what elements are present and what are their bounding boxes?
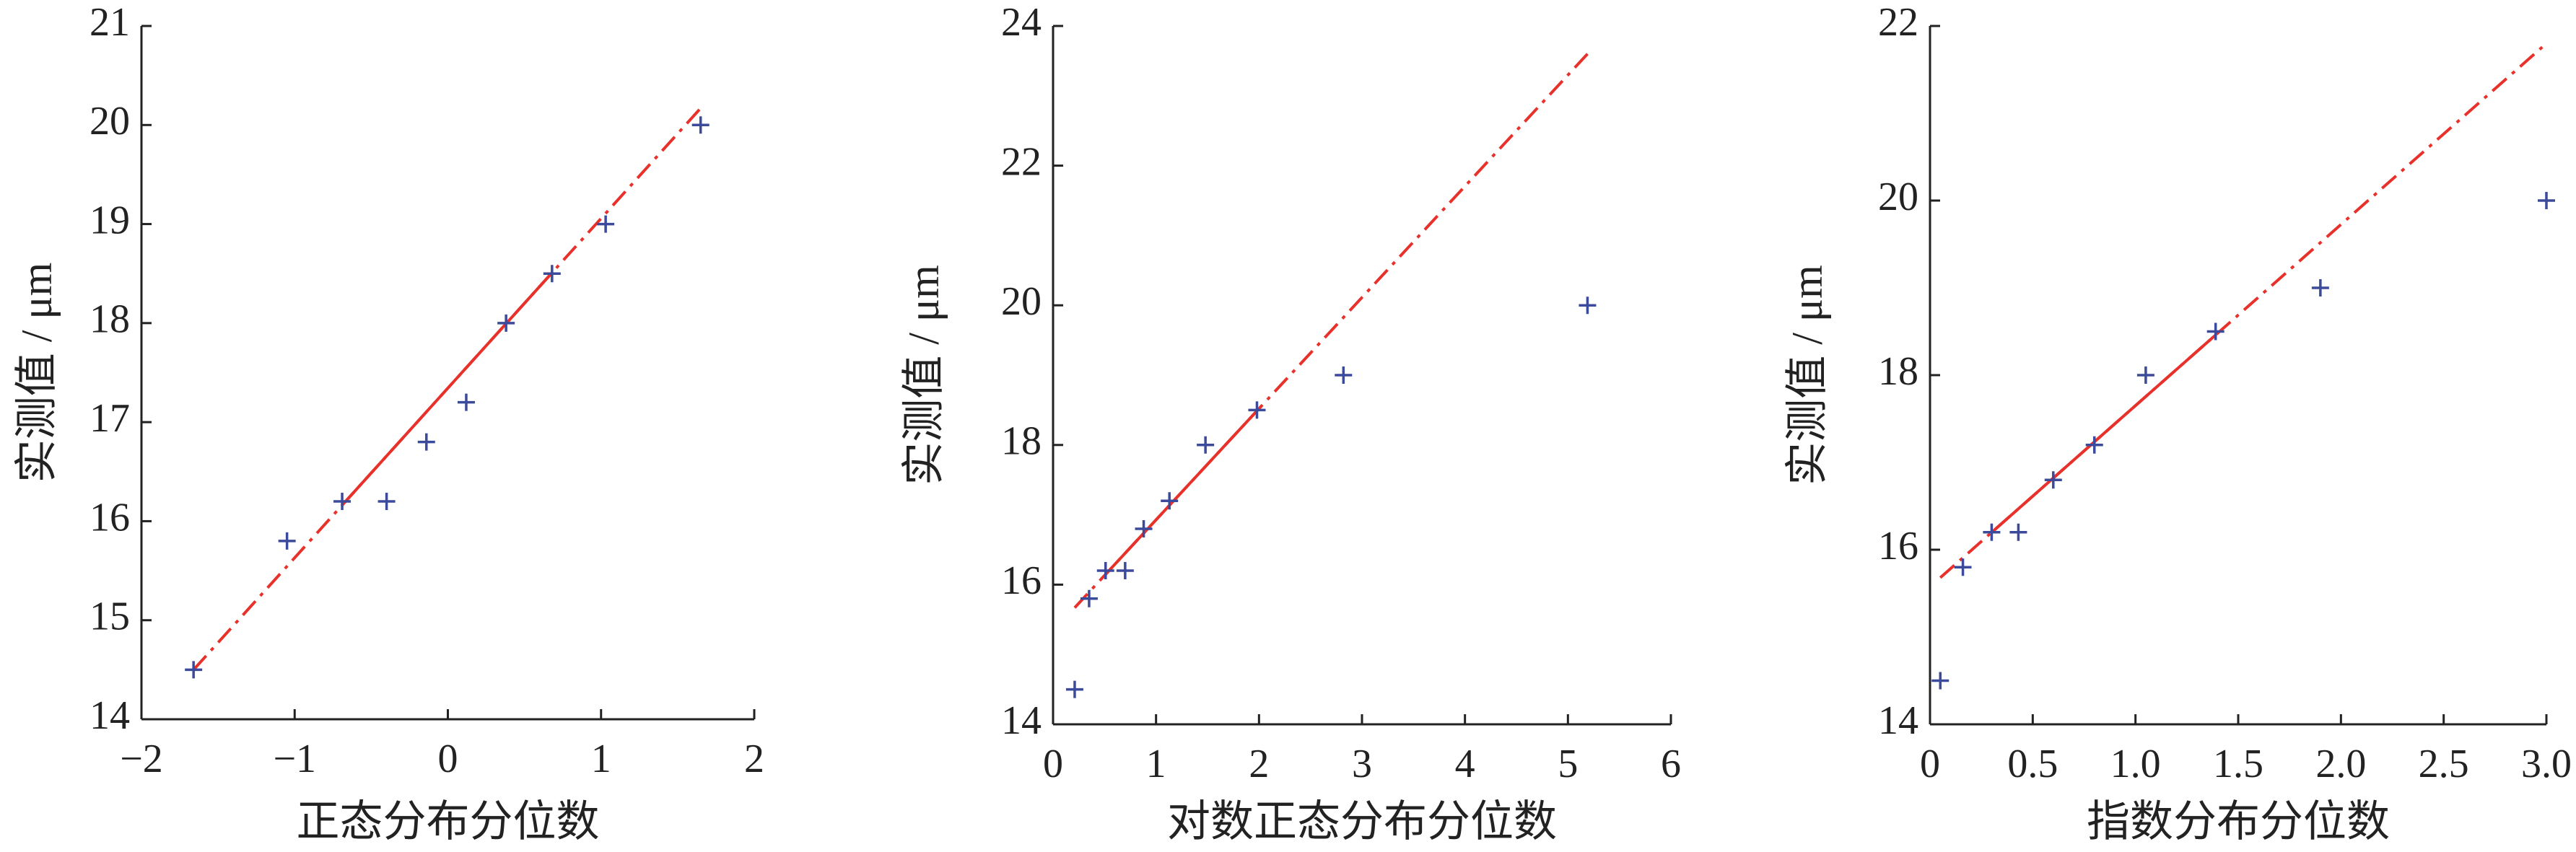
point	[278, 532, 296, 550]
y-tick-label: 14	[89, 693, 130, 738]
point	[543, 265, 561, 283]
point	[1931, 672, 1950, 690]
point	[1197, 436, 1215, 454]
point	[2009, 523, 2027, 541]
y-tick-label: 20	[1001, 279, 1042, 324]
y-tick-label: 19	[89, 198, 130, 242]
point	[1116, 562, 1134, 580]
point	[1161, 492, 1179, 510]
point	[1248, 401, 1266, 419]
point	[1065, 680, 1083, 698]
point	[1096, 562, 1114, 580]
point	[2044, 471, 2062, 489]
y-tick-label: 20	[1878, 175, 1918, 219]
x-tick-label: 0	[1920, 742, 1940, 786]
point	[333, 492, 352, 510]
x-tick-label: 1	[591, 737, 611, 781]
point	[377, 492, 396, 510]
y-tick-label: 18	[89, 297, 130, 342]
fit-solid	[341, 271, 554, 506]
y-axis-label: 实测值 / μm	[13, 263, 61, 483]
y-tick-label: 17	[89, 396, 130, 441]
point	[2206, 322, 2224, 341]
x-tick-label: 3	[1352, 742, 1372, 786]
y-axis-label: 实测值 / μm	[900, 265, 948, 486]
x-tick-label: 4	[1455, 742, 1475, 786]
x-tick-label: 2.5	[2419, 742, 2469, 786]
y-tick-label: 22	[1001, 139, 1042, 184]
y-tick-label: 16	[89, 495, 130, 540]
point	[457, 393, 475, 411]
y-tick-label: 24	[1001, 0, 1042, 45]
point	[1335, 366, 1353, 384]
fit-solid	[1104, 410, 1258, 576]
y-tick-label: 21	[89, 0, 130, 45]
point	[185, 661, 203, 679]
y-tick-label: 22	[1878, 0, 1918, 45]
point	[1080, 589, 1098, 607]
x-tick-label: 2.0	[2315, 742, 2366, 786]
x-tick-label: 1.0	[2110, 742, 2161, 786]
point	[417, 433, 435, 451]
x-axis-label: 对数正态分布分位数	[1167, 798, 1557, 846]
y-tick-label: 14	[1001, 698, 1042, 743]
x-tick-label: 0	[438, 737, 458, 781]
y-tick-label: 18	[1878, 349, 1918, 394]
point	[2538, 192, 2555, 209]
point	[597, 215, 615, 233]
y-tick-label: 14	[1878, 698, 1918, 743]
y-tick-label: 16	[1878, 524, 1918, 568]
x-axis-label: 指数分布分位数	[2087, 798, 2390, 846]
x-tick-label: 0	[1043, 742, 1063, 786]
x-tick-label: 6	[1661, 742, 1681, 786]
x-tick-label: 0.5	[2007, 742, 2058, 786]
point	[2085, 436, 2103, 454]
y-tick-label: 16	[1001, 558, 1042, 603]
x-tick-label: −1	[273, 737, 316, 781]
point	[2311, 279, 2329, 297]
y-axis-label: 实测值 / μm	[1783, 265, 1831, 486]
x-tick-label: 2	[744, 737, 764, 781]
point	[691, 116, 710, 134]
fit-solid	[1991, 333, 2217, 534]
x-axis-label: 正态分布分位数	[297, 798, 600, 846]
point	[2136, 366, 2154, 384]
fit-line	[1939, 42, 2548, 579]
point	[1954, 558, 1972, 576]
point	[1579, 297, 1597, 315]
x-tick-label: 2	[1249, 742, 1269, 786]
x-tick-label: 1.5	[2213, 742, 2263, 786]
y-tick-label: 18	[1001, 419, 1042, 464]
x-tick-label: 5	[1558, 742, 1578, 786]
point	[1135, 519, 1153, 537]
x-tick-label: −2	[120, 737, 163, 781]
point	[1983, 523, 2001, 541]
point	[497, 314, 515, 332]
y-tick-label: 20	[89, 99, 130, 144]
x-tick-label: 3.0	[2521, 742, 2572, 786]
y-tick-label: 15	[89, 594, 130, 639]
x-tick-label: 1	[1146, 742, 1166, 786]
